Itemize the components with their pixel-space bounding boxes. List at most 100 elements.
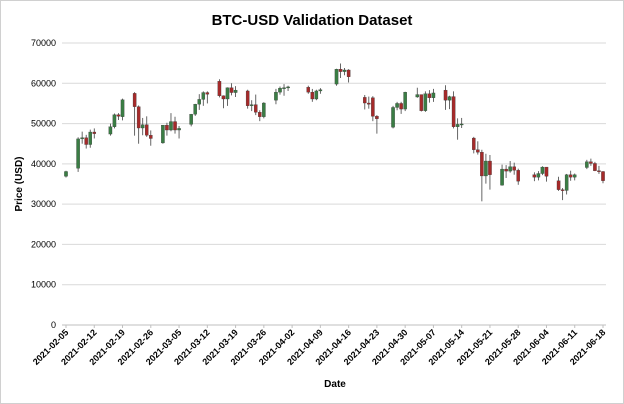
candle xyxy=(488,154,492,190)
candle-body xyxy=(451,96,456,127)
candle xyxy=(80,131,84,144)
candle-body xyxy=(593,163,597,171)
candle-body xyxy=(512,166,516,171)
candle xyxy=(536,171,541,181)
candle xyxy=(601,171,605,184)
x-axis-ticks: 2021-02-052021-02-122021-02-192021-02-26… xyxy=(31,325,607,367)
candle xyxy=(585,159,589,170)
candle xyxy=(76,137,80,172)
candle-body xyxy=(64,171,68,177)
candle xyxy=(225,87,230,106)
candle-body xyxy=(201,92,206,100)
candle-body xyxy=(84,137,88,145)
candle xyxy=(459,117,464,129)
y-axis-title: Price (USD) xyxy=(14,156,25,211)
candle xyxy=(306,85,311,94)
y-tick-label: 40000 xyxy=(31,159,56,169)
candle-body xyxy=(363,97,367,104)
candle-body xyxy=(217,81,222,96)
candle-body xyxy=(245,90,250,106)
candle-body xyxy=(233,89,238,93)
candle xyxy=(480,149,484,202)
candle-body xyxy=(112,114,117,127)
candle xyxy=(314,89,319,101)
candle xyxy=(512,162,516,175)
candle xyxy=(258,110,262,122)
candle-body xyxy=(136,106,141,129)
candle-body xyxy=(572,174,577,178)
candle-body xyxy=(476,149,480,153)
candle-body xyxy=(225,87,230,100)
candle xyxy=(282,84,286,96)
candle-body xyxy=(568,174,573,178)
candle-body xyxy=(508,166,512,172)
candle xyxy=(205,91,210,104)
candle xyxy=(189,113,193,127)
y-tick-label: 50000 xyxy=(31,119,56,129)
candle xyxy=(334,68,339,86)
candle xyxy=(484,153,488,184)
candle-body xyxy=(278,87,282,93)
candle xyxy=(112,113,117,129)
candle xyxy=(455,118,460,140)
candle xyxy=(593,161,597,172)
candle xyxy=(149,130,153,146)
candle xyxy=(399,101,403,114)
candle xyxy=(532,172,537,182)
candle xyxy=(423,91,428,112)
candle-body xyxy=(165,125,169,131)
grid-lines xyxy=(62,42,606,286)
candle-body xyxy=(221,95,226,100)
candle-body xyxy=(540,166,545,174)
candle xyxy=(371,96,375,122)
y-tick-label: 30000 xyxy=(31,199,56,209)
candle-body xyxy=(177,128,181,131)
candle-body xyxy=(431,92,436,98)
candle xyxy=(403,91,407,112)
candle-body xyxy=(169,121,173,131)
candle-body xyxy=(395,103,399,108)
y-tick-label: 60000 xyxy=(31,78,56,88)
candle xyxy=(443,85,448,110)
candle-body xyxy=(76,138,80,169)
candle xyxy=(92,128,97,139)
y-axis-ticks: 0 10000 20000 30000 40000 50000 60000 70000 xyxy=(31,38,56,330)
candle-body xyxy=(249,104,254,106)
candle-body xyxy=(193,104,197,115)
candle xyxy=(427,90,432,103)
candle xyxy=(476,141,480,155)
candle-body xyxy=(254,104,258,113)
candle xyxy=(342,67,347,76)
candle xyxy=(249,100,254,112)
candle xyxy=(197,94,201,110)
candle xyxy=(132,92,137,136)
candle-body xyxy=(589,161,593,164)
candle-body xyxy=(173,121,177,131)
candle xyxy=(375,115,379,134)
candle-body xyxy=(472,137,476,150)
candle xyxy=(572,173,577,181)
candle-body xyxy=(346,69,351,77)
candle xyxy=(589,158,593,166)
candle-body xyxy=(585,161,589,168)
candle xyxy=(338,63,343,79)
candle xyxy=(363,94,367,110)
candle xyxy=(504,165,508,178)
candle xyxy=(564,173,569,195)
candle xyxy=(346,69,351,83)
candle-body xyxy=(516,170,520,182)
candle xyxy=(108,123,113,136)
candle xyxy=(516,168,520,185)
candle xyxy=(451,91,456,129)
candle xyxy=(233,86,238,97)
candle-body xyxy=(455,124,460,127)
candle xyxy=(556,176,561,191)
candle-body xyxy=(282,87,286,89)
candle xyxy=(472,136,476,154)
candle xyxy=(120,98,125,121)
candle-body xyxy=(342,69,347,72)
candle xyxy=(431,88,436,102)
candle-body xyxy=(229,87,234,93)
candle xyxy=(245,89,250,109)
candle xyxy=(116,113,121,120)
